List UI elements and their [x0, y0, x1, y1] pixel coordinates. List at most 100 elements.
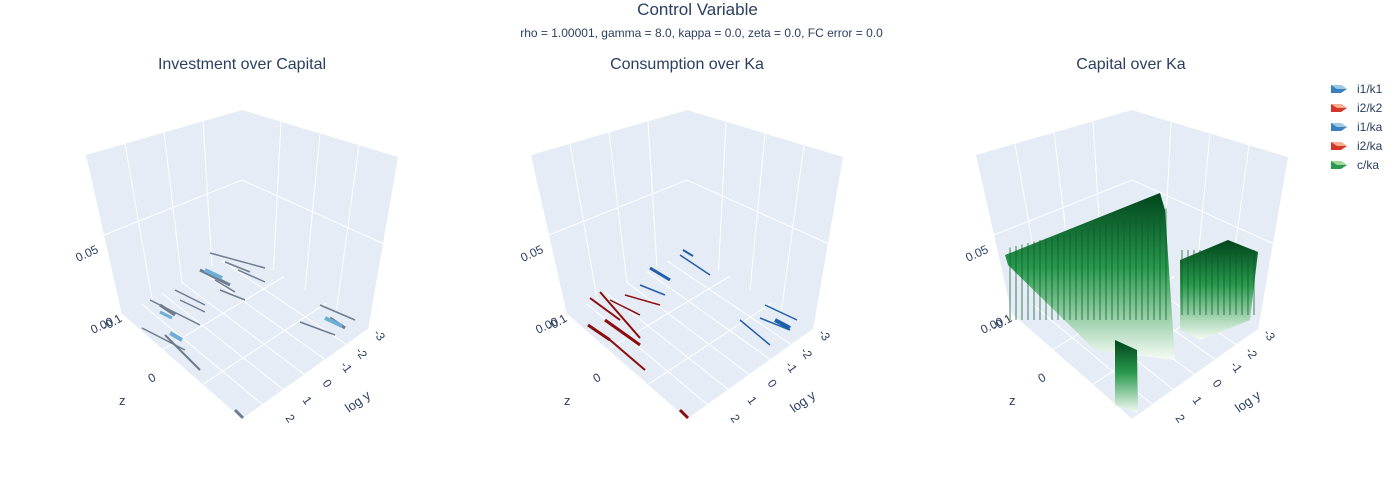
- gridline: [993, 179, 1274, 244]
- chart-main-title: Control Variable: [637, 0, 758, 19]
- legend-label: i2/k2: [1357, 101, 1383, 115]
- legend-label: c/ka: [1357, 158, 1380, 172]
- gridline: [161, 276, 285, 351]
- surface-mark-i2-k2: [233, 408, 245, 420]
- surface-mark-i2-k2: [219, 289, 246, 301]
- x-tick-label: 0: [591, 370, 604, 386]
- y-tick-label: 0: [320, 377, 335, 391]
- surface-mark-i1-ka: [739, 319, 771, 346]
- z-tick-label: 0.05: [963, 242, 990, 265]
- x-axis-title: z: [1009, 393, 1016, 408]
- panel-title-investment: Investment over Capital: [157, 56, 327, 73]
- y-tick-label: -1: [338, 359, 356, 376]
- surface-mark-i1-ka: [774, 318, 791, 330]
- x-tick-label: 0: [146, 370, 159, 386]
- surface-mark-i2-k2: [224, 261, 251, 273]
- back-wall-left: [531, 110, 687, 315]
- legend-label: i1/k1: [1357, 82, 1383, 96]
- legend-label: i2/ka: [1357, 139, 1383, 153]
- y-tick-label: 1: [745, 394, 760, 408]
- gridline: [141, 303, 264, 406]
- legend: i1/k1 i2/k2 i1/ka i2/ka c/ka: [1330, 80, 1400, 175]
- surface-mark-i1-ka: [682, 249, 694, 257]
- y-tick-label: 2: [1173, 412, 1188, 426]
- legend-item-c-ka[interactable]: c/ka: [1330, 156, 1400, 175]
- gridline: [201, 302, 327, 386]
- y-tick-label: -2: [353, 345, 371, 362]
- y-tick-label: -3: [816, 327, 834, 344]
- x-axis-title: z: [119, 393, 126, 408]
- surface-mark-i1-ka: [764, 304, 798, 321]
- x-tick-label: 0: [1036, 370, 1049, 386]
- surface-mark-i2-ka: [609, 339, 646, 371]
- gridline: [161, 292, 285, 391]
- floor-edge: [566, 314, 814, 422]
- gridline: [666, 260, 793, 346]
- z-tick-label: 0.05: [73, 242, 100, 265]
- surface-mark-i2-ka: [589, 297, 621, 321]
- surface-mark-i2-ka: [609, 299, 641, 316]
- legend-swatch-green-icon: [1331, 161, 1347, 169]
- gridline: [201, 271, 327, 361]
- gridline: [548, 179, 829, 244]
- y-tick-label: 2: [728, 412, 743, 426]
- y-tick-label: -3: [371, 327, 389, 344]
- x-axis-title: z: [564, 393, 571, 408]
- surface-mark-i2-k2: [141, 327, 186, 351]
- surface-mark-i1-k1: [324, 316, 343, 328]
- surface-mark-i2-k2: [209, 252, 266, 269]
- surface-mark-i2-ka: [678, 408, 690, 420]
- y-tick-label: -1: [783, 359, 801, 376]
- surface-mark-i1-ka: [679, 254, 711, 276]
- surface-mark-i2-k2: [174, 289, 206, 306]
- panel-title-capital: Capital over Ka: [1076, 56, 1186, 73]
- y-axis-title: log y: [342, 387, 374, 415]
- surface-mark-i2-k2: [164, 334, 201, 371]
- surface-mark-i1-k1: [204, 268, 223, 280]
- floor-plane: [567, 250, 813, 420]
- back-wall-left: [86, 110, 242, 315]
- y-tick-label: 1: [1190, 394, 1205, 408]
- back-wall-right: [687, 110, 843, 330]
- surface-block-c-ka: [1005, 193, 1175, 360]
- legend-item-i2-ka[interactable]: i2/ka: [1330, 137, 1400, 156]
- gridline: [181, 282, 306, 376]
- legend-swatch-red-icon: [1331, 104, 1347, 112]
- legend-swatch-blue-icon: [1331, 123, 1347, 131]
- legend-item-i1-k1[interactable]: i1/k1: [1330, 80, 1400, 99]
- y-tick-label: 0: [765, 377, 780, 391]
- surface-mark-i2-k2: [149, 299, 201, 326]
- surface-mark-i2-k2: [179, 299, 206, 313]
- floor-edge: [1011, 314, 1259, 422]
- surface-mark-i1-k1: [159, 310, 173, 320]
- surface-mark-i2-k2: [199, 268, 231, 287]
- y-axis-title: log y: [1232, 387, 1264, 415]
- surface-mark-i2-k2: [319, 304, 356, 321]
- y-tick-label: -2: [798, 345, 816, 362]
- surface-mark-i2-ka: [599, 291, 641, 339]
- surface-mark-i2-k2: [237, 269, 266, 283]
- surface-mark-i1-ka: [639, 284, 666, 296]
- y-tick-label: 1: [300, 394, 315, 408]
- surface-mark-i2-ka: [587, 323, 611, 342]
- legend-item-i1-ka[interactable]: i1/ka: [1330, 118, 1400, 137]
- chart-subtitle: rho = 1.00001, gamma = 8.0, kappa = 0.0,…: [520, 26, 883, 40]
- legend-item-i2-k2[interactable]: i2/k2: [1330, 99, 1400, 118]
- gridline: [646, 271, 772, 361]
- back-wall-right: [242, 110, 398, 330]
- surface-mark-i2-ka: [624, 294, 661, 306]
- surface-block-c-ka: [1115, 340, 1138, 413]
- surface-mark-i1-ka: [759, 317, 791, 331]
- surface-mark-i2-k2: [214, 279, 236, 293]
- legend-swatch-red-icon: [1331, 142, 1347, 150]
- surface-mark-i2-ka: [604, 318, 641, 347]
- floor-plane: [122, 250, 368, 420]
- floor-edge: [121, 314, 369, 422]
- gridline: [626, 282, 751, 376]
- surface-mark-i1-ka: [649, 266, 671, 282]
- y-tick-label: -3: [1261, 327, 1279, 344]
- gridline: [103, 179, 384, 244]
